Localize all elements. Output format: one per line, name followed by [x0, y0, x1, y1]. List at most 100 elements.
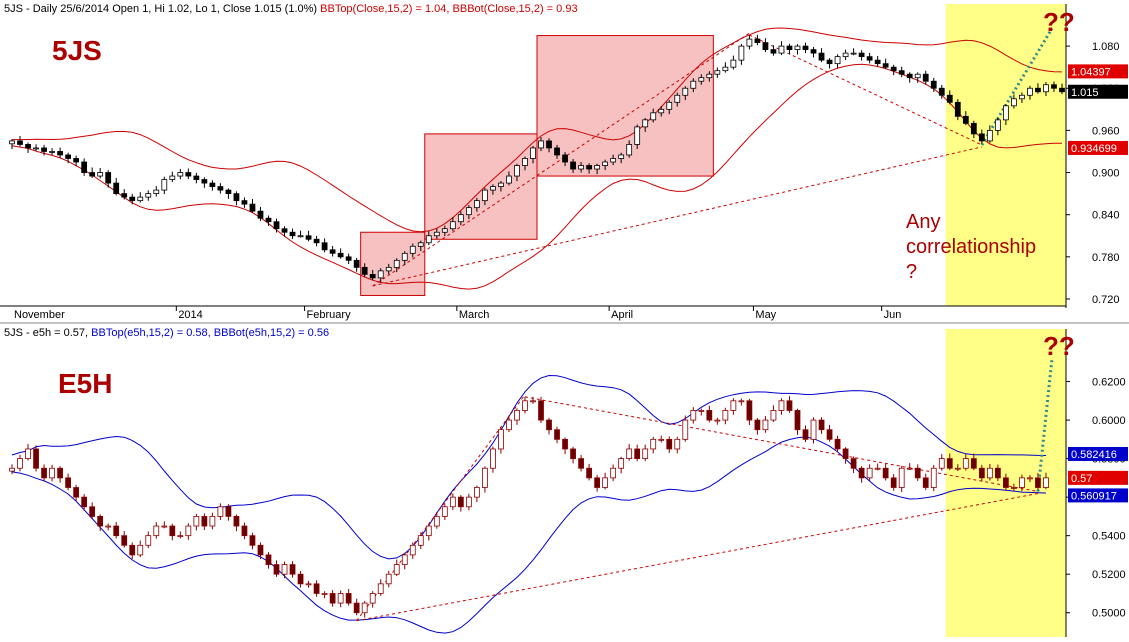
top-candle-body [265, 217, 272, 223]
bottom-big-label: E5H [58, 368, 112, 399]
bottom-bb-top-line [11, 374, 1047, 560]
bottom-candle-body [482, 467, 488, 488]
top-candle-body [658, 108, 665, 114]
bottom-candle-body [273, 564, 280, 575]
top-candle-body [345, 256, 352, 261]
bottom-candle-body [201, 516, 208, 527]
top-bbtop-text: BBTop(Close,15,2) = 1.04, [320, 3, 450, 15]
top-candle-body [129, 196, 136, 202]
top-candle-body [882, 63, 889, 68]
bottom-price-tag-label: 0.57 [1071, 473, 1092, 485]
top-candle-body [441, 228, 448, 233]
top-symbol-line: 5JS - Daily 25/6/2014 Open 1, Hi 1.02, L… [4, 3, 318, 15]
top-candle-body [49, 151, 55, 153]
bottom-y-tick-label: 0.5000 [1092, 608, 1126, 620]
top-candle-body [417, 242, 424, 247]
top-candle-body [682, 87, 689, 96]
top-candle-body [474, 200, 480, 209]
bottom-candle-body [57, 467, 63, 479]
top-price-tag-box [1068, 84, 1128, 99]
top-candle-body [9, 140, 15, 145]
top-candle-body [33, 147, 39, 150]
bottom-candle-body [474, 487, 480, 498]
bottom-candle-body [842, 448, 849, 460]
bottom-candle-body [193, 516, 200, 527]
bottom-candle-body [866, 467, 873, 479]
top-candle-body [690, 80, 697, 89]
top-candle-body [273, 221, 280, 230]
top-candle-body [73, 158, 80, 163]
top-candle-body [153, 189, 160, 195]
top-candle-body [650, 112, 657, 121]
bottom-candle-body [946, 458, 953, 469]
top-candle-body [305, 235, 312, 240]
top-candle-body [457, 214, 464, 223]
top-y-tick-label: 0.840 [1092, 210, 1120, 222]
bottom-candle-body [890, 477, 897, 488]
top-candle-body [962, 115, 969, 124]
top-candle-body [906, 73, 913, 79]
bottom-candle-body [954, 467, 961, 470]
x-axis-date-label: March [459, 309, 490, 321]
bottom-candle-body [177, 535, 184, 538]
bottom-candle-body [938, 458, 945, 469]
top-candle-body [1059, 87, 1065, 93]
top-candle-body [209, 182, 216, 187]
top-candle-body [898, 70, 905, 75]
top-candle-body [530, 147, 536, 159]
top-candle-body [297, 235, 304, 238]
bottom-candle-body [137, 544, 144, 556]
top-candle-body [770, 49, 777, 54]
top-candle-body [97, 172, 104, 177]
top-candle-body [385, 266, 392, 272]
top-candle-body [81, 161, 88, 173]
top-candle-body [746, 38, 753, 47]
bottom-candle-body [978, 467, 985, 479]
bottom-candle-body [449, 496, 456, 508]
bottom-candle-body [754, 419, 761, 431]
bottom-candle-body [73, 487, 80, 498]
top-candle-body [145, 193, 152, 198]
top-y-tick-label: 0.960 [1092, 125, 1120, 137]
x-axis-date-label: April [611, 309, 633, 321]
bottom-candle-body [898, 467, 905, 488]
bottom-candle-body [570, 448, 576, 460]
bottom-candle-body [81, 496, 88, 508]
top-candle-body [1011, 98, 1017, 107]
bottom-candle-body [257, 544, 264, 556]
top-candle-body [626, 144, 633, 156]
bottom-candle-body [289, 564, 296, 575]
bottom-candle-body [345, 593, 352, 604]
bottom-candle-body [9, 467, 15, 472]
top-bb-top-line [12, 27, 1063, 233]
bottom-candle-body [97, 516, 104, 527]
top-candle-body [281, 228, 288, 233]
bottom-candle-body [834, 438, 841, 450]
bottom-candle-body [810, 419, 817, 440]
top-candle-body [377, 270, 384, 279]
top-candle-body [1019, 94, 1025, 100]
top-candle-body [754, 38, 761, 43]
top-candle-body [666, 101, 673, 110]
bottom-candle-body [586, 467, 592, 479]
top-candle-body [538, 140, 544, 149]
top-price-tag-box [1068, 64, 1128, 79]
top-candle-body [706, 73, 713, 79]
top-candle-body [546, 140, 552, 149]
top-candle-body [393, 259, 400, 268]
bottom-candle-body [746, 400, 753, 421]
bottom-candle-body [826, 429, 833, 440]
top-candle-body [361, 266, 368, 275]
bottom-candle-body [666, 438, 673, 450]
bottom-candle-body [121, 535, 128, 546]
top-candle-body [409, 245, 416, 254]
top-candle-body [938, 87, 945, 96]
top-candle-body [482, 189, 488, 202]
top-candle-body [241, 200, 248, 205]
top-candle-body [313, 238, 320, 244]
top-candle-body [65, 154, 71, 159]
bottom-candle-body [650, 438, 657, 450]
top-candle-body [225, 189, 232, 195]
bottom-candle-body [1003, 477, 1009, 488]
